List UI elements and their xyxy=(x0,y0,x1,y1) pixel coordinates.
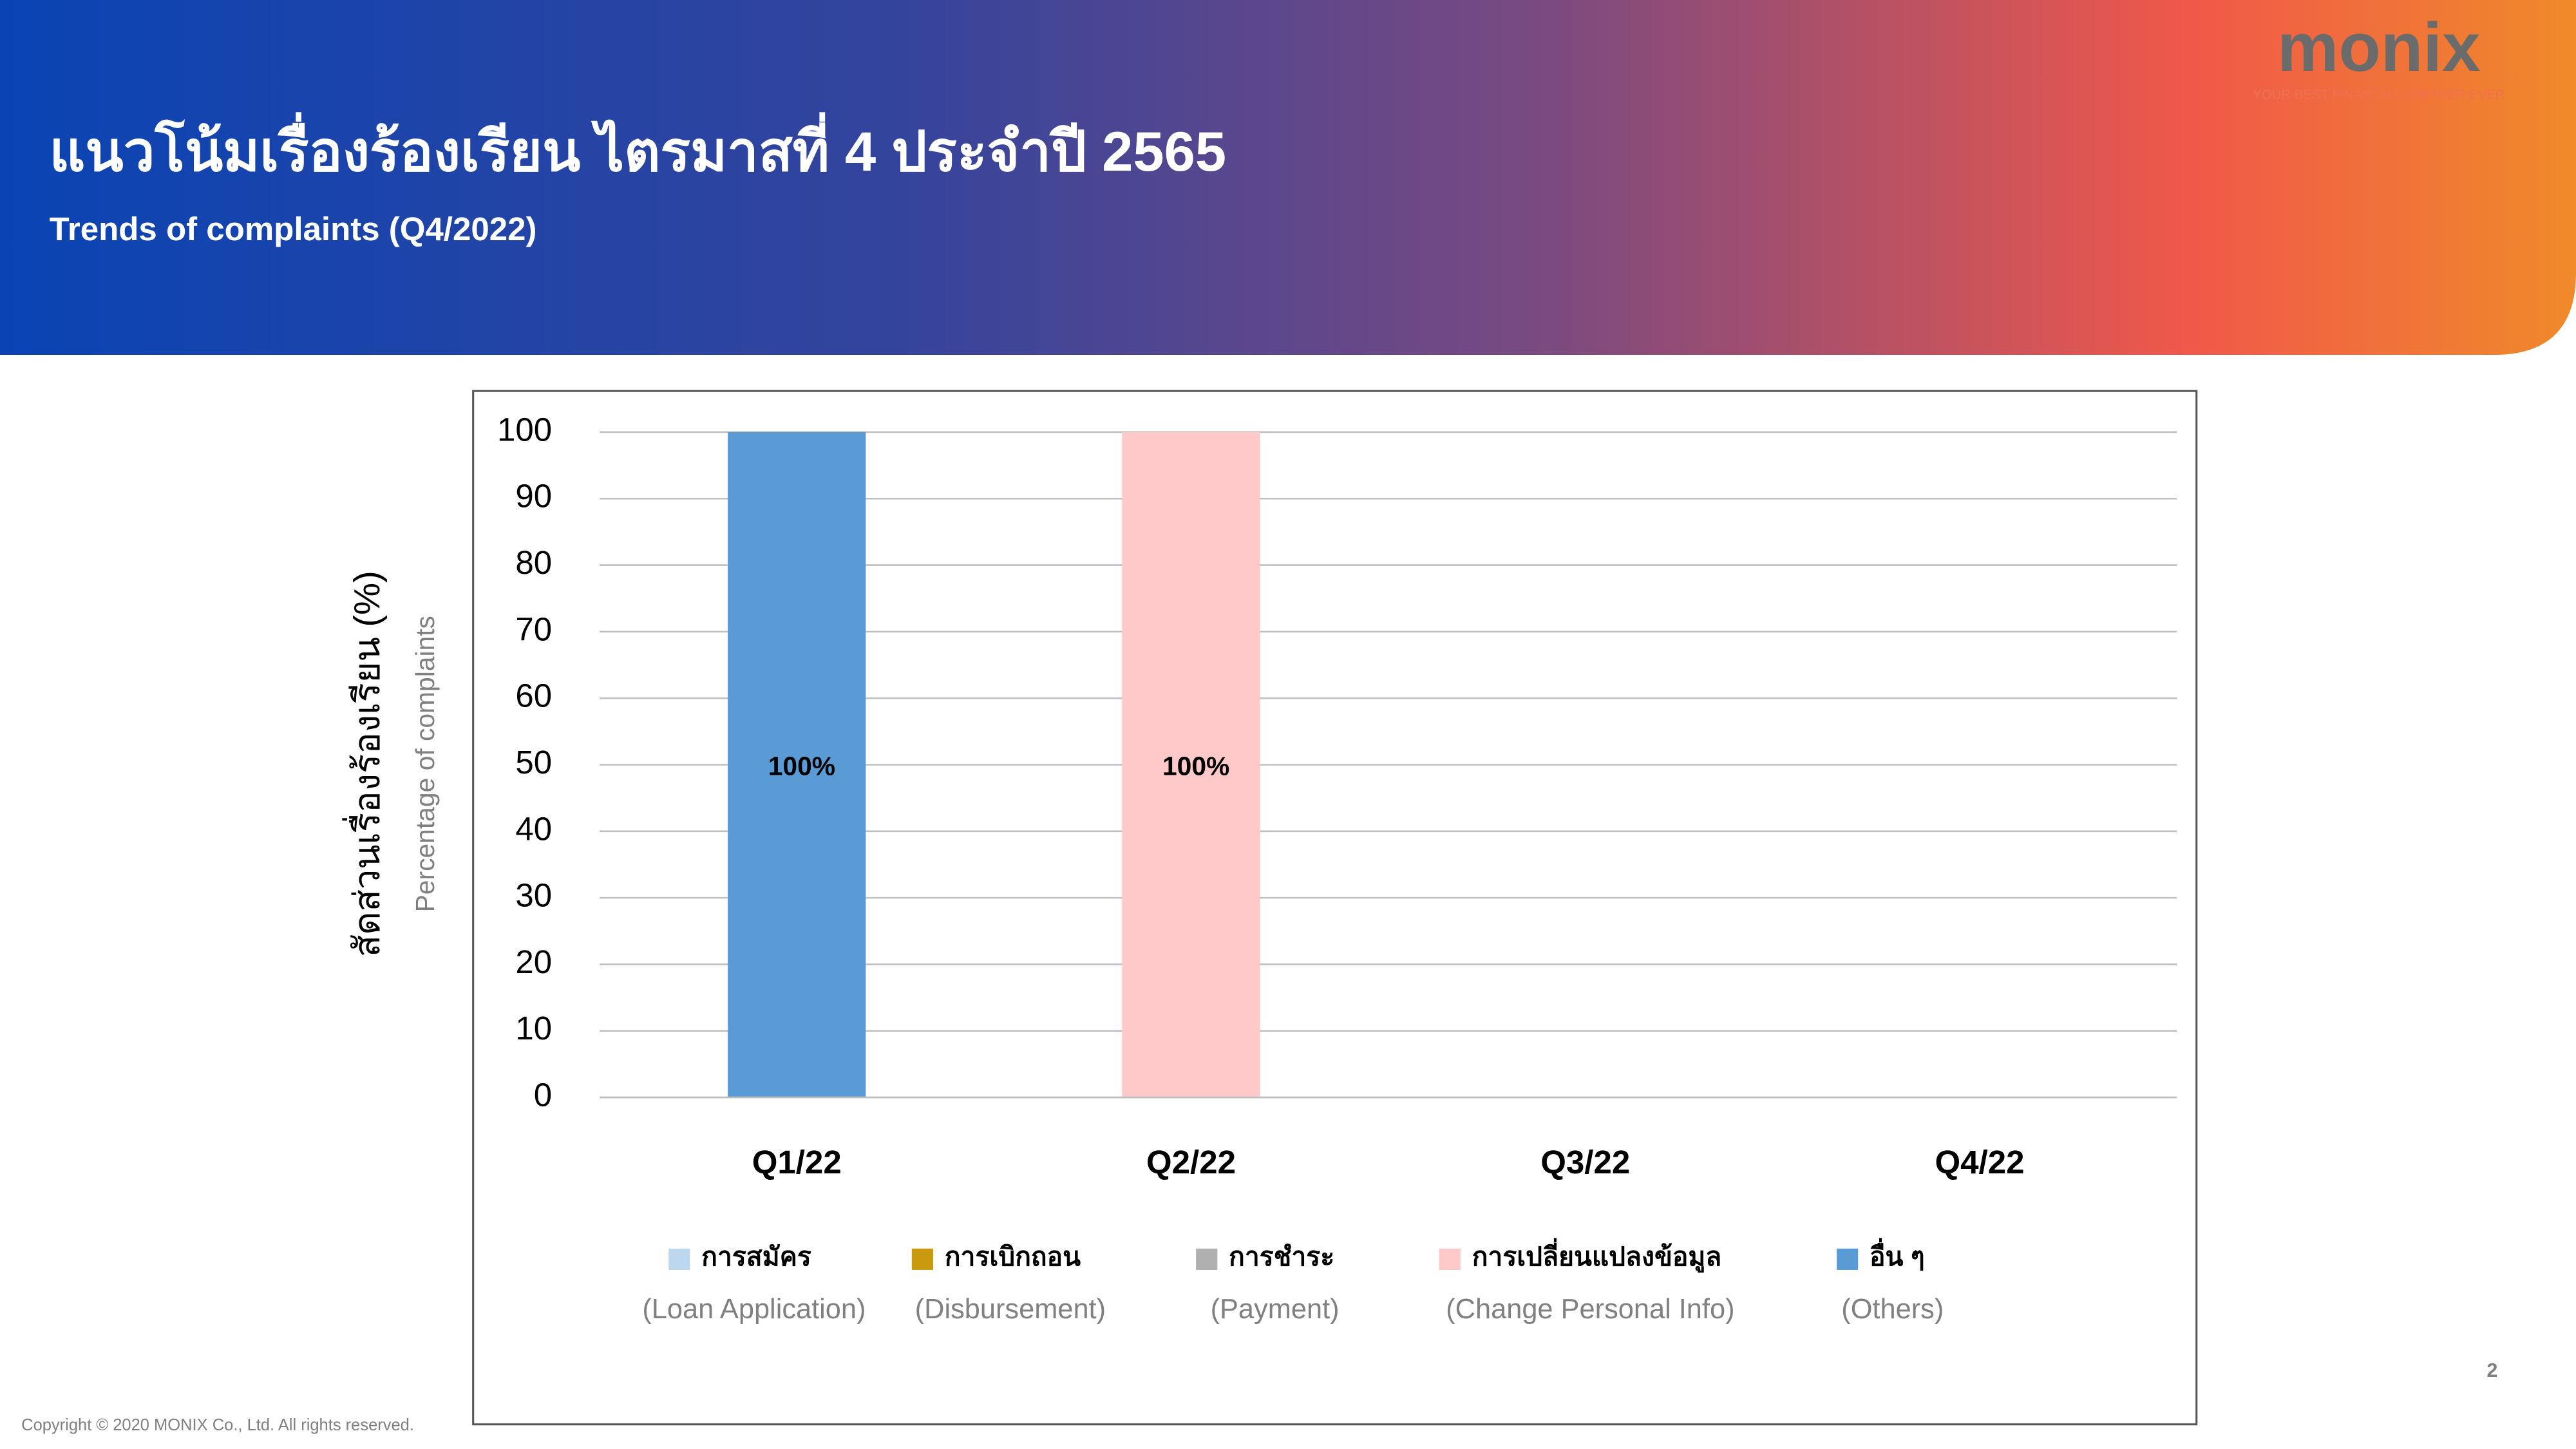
legend-label-en: (Payment) xyxy=(1211,1294,1340,1325)
bar-segment xyxy=(1122,431,1260,1098)
y-tick-label: 60 xyxy=(515,677,552,714)
y-tick-label: 0 xyxy=(534,1077,552,1113)
legend-label: การเปลี่ยนแปลงข้อมูล xyxy=(1472,1238,1722,1273)
y-tick-label: 80 xyxy=(515,544,552,581)
y-tick-label: 70 xyxy=(515,611,552,647)
legend-swatch xyxy=(668,1248,690,1270)
x-tick-label: Q3/22 xyxy=(1540,1144,1630,1180)
y-tick-label: 10 xyxy=(515,1010,552,1046)
logo-tagline: YOUR BEST FINANCIAL PARTNER EVER xyxy=(2253,88,2505,102)
x-tick-label: Q1/22 xyxy=(752,1144,842,1180)
legend-label: อื่น ๆ xyxy=(1870,1238,1925,1271)
legend-label: การชำระ xyxy=(1229,1242,1334,1271)
x-tick-label: Q2/22 xyxy=(1146,1144,1236,1180)
legend-label: การเบิกถอน xyxy=(945,1242,1081,1271)
legend-label: การสมัคร xyxy=(701,1242,811,1271)
y-tick-label: 30 xyxy=(515,877,552,914)
legend-swatch xyxy=(911,1248,933,1270)
value-label: 100% xyxy=(1162,751,1229,781)
chart-frame xyxy=(472,390,2198,1426)
legend-swatch xyxy=(1837,1248,1859,1270)
y-tick-label: 100 xyxy=(497,411,552,448)
slide-subtitle: Trends of complaints (Q4/2022) xyxy=(50,211,537,247)
y-axis-title: สัดส่วนเรื่องร้องเรียน (%) xyxy=(342,571,387,957)
header-band xyxy=(0,0,2576,355)
x-tick-label: Q4/22 xyxy=(1935,1144,2024,1180)
y-tick-label: 40 xyxy=(515,810,552,847)
legend-label-en: (Loan Application) xyxy=(642,1294,866,1325)
slide-title: แนวโน้มเรื่องร้องเรียน ไตรมาสที่ 4 ประจำ… xyxy=(50,112,1227,183)
logo: monix xyxy=(2277,8,2480,86)
copyright: Copyright © 2020 MONIX Co., Ltd. All rig… xyxy=(21,1416,414,1434)
page-number: 2 xyxy=(2486,1359,2497,1381)
legend-label-en: (Disbursement) xyxy=(915,1294,1106,1325)
y-tick-label: 50 xyxy=(515,744,552,781)
legend-label-en: (Change Personal Info) xyxy=(1446,1294,1734,1325)
bar-segment xyxy=(728,431,866,1098)
y-tick-label: 90 xyxy=(515,478,552,515)
legend-label-en: (Others) xyxy=(1841,1294,1944,1325)
y-tick-label: 20 xyxy=(515,943,552,980)
y-axis-title-en: Percentage of complaints xyxy=(410,616,440,912)
value-label: 100% xyxy=(768,751,835,781)
legend-swatch xyxy=(1439,1248,1461,1270)
legend-swatch xyxy=(1196,1248,1218,1270)
